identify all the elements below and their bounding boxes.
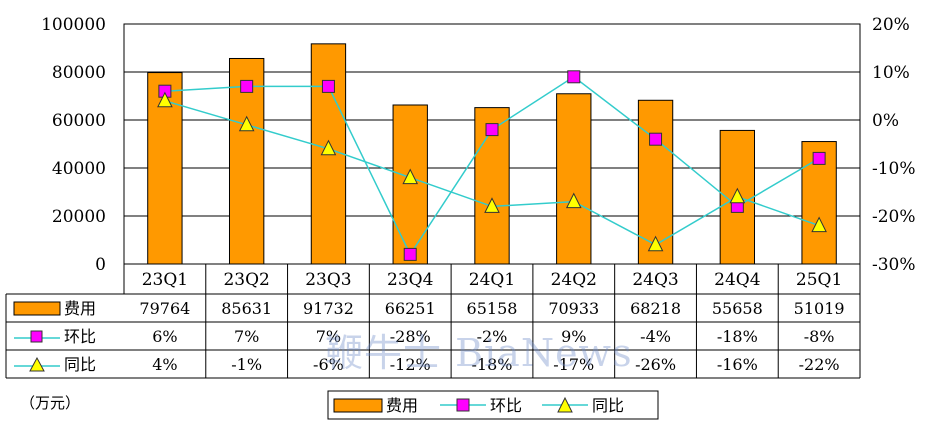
legend-key-bar	[333, 398, 383, 413]
data-label: 91732	[303, 299, 354, 318]
y2-tick-label: 0%	[872, 111, 899, 131]
data-table: 23Q1 23Q2 23Q3 23Q4 24Q1 24Q2 24Q3 24Q4 25Q1 费用 79…	[5, 264, 861, 379]
y-tick-label: 80000	[52, 63, 106, 83]
data-label: 51019	[794, 299, 845, 318]
y2-tick-label: -30%	[872, 255, 916, 275]
data-label: -22%	[799, 355, 840, 374]
data-label: -26%	[635, 355, 676, 374]
bar	[556, 93, 592, 265]
square-marker	[567, 70, 581, 84]
legend-box	[327, 390, 659, 420]
row-header: 费用	[64, 299, 96, 318]
square-marker	[321, 79, 335, 93]
x-tick-label: 24Q4	[714, 270, 760, 290]
data-label: -1%	[231, 355, 262, 374]
y-tick-label: 40000	[52, 159, 106, 179]
y-tick-label: 60000	[52, 111, 106, 131]
unit-label: （万元）	[20, 394, 80, 412]
bar	[392, 104, 428, 265]
data-label: -18%	[717, 327, 758, 346]
y2-tick-label: 10%	[872, 63, 910, 83]
legend-label: 费用	[386, 396, 418, 415]
row-header: 同比	[64, 355, 96, 374]
triangle-marker	[402, 168, 419, 185]
data-label: 9%	[561, 327, 586, 346]
x-tick-label: 24Q1	[469, 270, 515, 290]
key-bar	[13, 301, 61, 316]
data-label: -2%	[477, 327, 508, 346]
data-label: -28%	[390, 327, 431, 346]
data-label: 6%	[152, 327, 177, 346]
data-label: 7%	[234, 327, 259, 346]
triangle-marker	[565, 192, 582, 209]
legend-key-square	[456, 398, 470, 412]
axes: 0 20000 40000 60000 80000 100000 -30% -20% -10% 0…	[41, 15, 915, 275]
data-label: -6%	[313, 355, 344, 374]
square-marker	[403, 247, 417, 261]
legend-key-triangle	[557, 396, 573, 413]
y2-tick-label: -10%	[872, 159, 916, 179]
data-label: -4%	[640, 327, 671, 346]
triangle-marker	[320, 139, 337, 156]
x-tick-label: 24Q2	[551, 270, 597, 290]
data-label: 55658	[712, 299, 763, 318]
triangle-marker	[811, 216, 827, 233]
data-label: 68218	[630, 299, 681, 318]
y2-tick-label: 20%	[872, 15, 910, 35]
data-label: 70933	[548, 299, 599, 318]
triangle-marker	[647, 235, 664, 252]
square-marker	[240, 79, 254, 93]
x-tick-label: 24Q3	[632, 270, 678, 290]
data-label: -12%	[390, 355, 431, 374]
x-tick-label: 23Q2	[223, 270, 269, 290]
y-tick-label: 0	[95, 255, 106, 275]
data-label: -17%	[553, 355, 594, 374]
legend-label: 同比	[592, 396, 624, 415]
legend: 费用 环比 同比	[327, 390, 659, 420]
data-label: -16%	[717, 355, 758, 374]
data-label: 7%	[316, 327, 341, 346]
data-label: -8%	[804, 327, 835, 346]
x-tick-label: 23Q1	[142, 270, 188, 290]
row-header: 环比	[64, 327, 96, 346]
square-marker	[649, 132, 663, 146]
data-label: 79764	[139, 299, 190, 318]
legend-label: 环比	[490, 396, 522, 415]
triangle-marker	[157, 91, 173, 108]
y2-tick-label: -20%	[872, 207, 916, 227]
data-label: 4%	[152, 355, 177, 374]
data-label: 66251	[385, 299, 436, 318]
x-tick-label: 23Q4	[387, 270, 433, 290]
triangle-marker	[238, 115, 255, 132]
x-tick-label: 25Q1	[796, 270, 842, 290]
data-label: 85631	[221, 299, 272, 318]
line-series	[157, 70, 827, 261]
bar-series	[147, 43, 837, 265]
key-triangle	[29, 356, 45, 372]
square-marker	[485, 123, 499, 137]
data-label: 65158	[467, 299, 518, 318]
y-tick-label: 100000	[41, 15, 106, 35]
plot-border	[123, 23, 861, 265]
x-tick-label: 23Q3	[305, 270, 351, 290]
triangle-marker	[729, 187, 746, 204]
triangle-marker	[484, 197, 500, 213]
square-marker	[812, 151, 826, 165]
data-label: -18%	[472, 355, 513, 374]
key-square	[30, 330, 43, 343]
y-tick-label: 20000	[52, 207, 106, 227]
